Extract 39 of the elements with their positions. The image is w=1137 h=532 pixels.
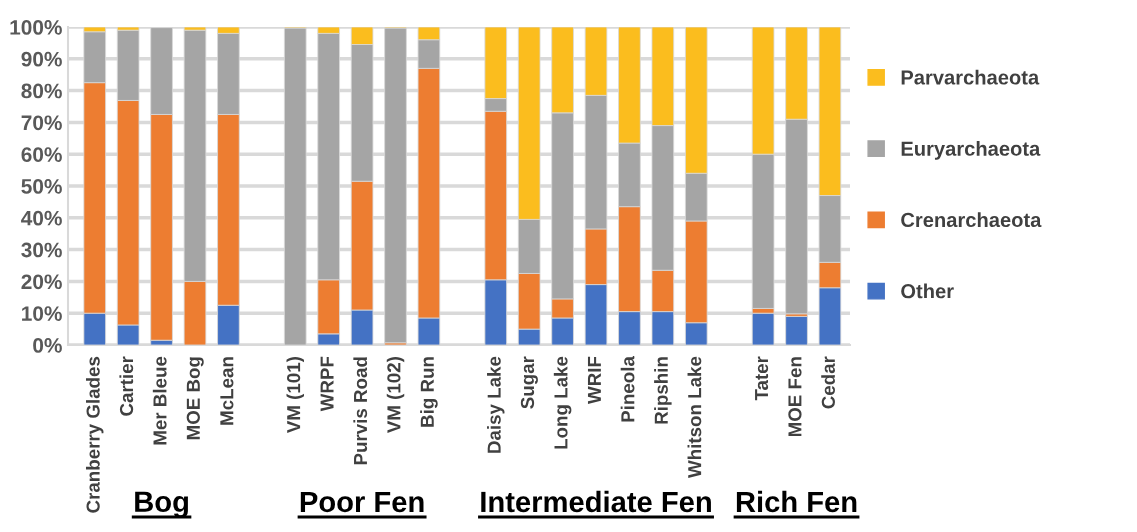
x-tick-label: Mer Bleue (152, 356, 167, 445)
text: Poor Fen (300, 491, 424, 513)
x-tick-label: Tater (755, 356, 769, 401)
y-tick-label: 100% (10, 20, 62, 35)
text: Intermediate Fen (481, 490, 711, 513)
x-tick-label: Daisy Lake (487, 356, 505, 453)
x-tick-label: Cartier (119, 356, 134, 416)
x-tick-label: Sugar (520, 356, 538, 409)
x-tick-label: VM (101) (286, 357, 304, 434)
y-tick-label: 80% (21, 83, 62, 99)
legend-label: Other (901, 283, 954, 299)
x-tick-label: Cedar (821, 356, 835, 409)
y-tick-label: 20% (21, 274, 62, 290)
x-tick-label: McLean (220, 357, 234, 425)
x-tick-label: MOE Bog (186, 357, 204, 440)
x-tick-label: Cranberry Glades (86, 356, 104, 513)
legend-label: Parvarchaeota (901, 69, 1040, 85)
y-tick-label: 30% (21, 242, 62, 258)
x-tick-label: Purvis Road (353, 357, 368, 465)
x-tick-label: Pineola (620, 355, 635, 422)
x-tick-label: WRIF (587, 356, 601, 404)
x-tick-label: VM (102) (386, 357, 405, 434)
x-tick-label: MOE Fen (788, 357, 802, 437)
y-tick-label: 70% (21, 115, 62, 131)
x-tick-label: Long Lake (553, 356, 572, 449)
legend-label: Crenarchaeota (901, 212, 1042, 228)
x-tick-label: Ripshin (654, 357, 672, 424)
y-tick-label: 90% (21, 51, 62, 67)
y-tick-label: 40% (21, 210, 62, 226)
legend-label: Euryarchaeota (901, 141, 1041, 160)
y-tick-label: 10% (22, 306, 62, 321)
y-tick-label: 50% (21, 179, 62, 194)
x-tick-label: Big Run (420, 357, 438, 427)
y-tick-label: 60% (21, 147, 62, 162)
x-tick-label: Whitson Lake (687, 356, 702, 478)
text: Rich Fen (736, 490, 857, 513)
y-tick-label: 0% (33, 338, 62, 353)
x-tick-label: WRPF (320, 356, 334, 412)
text: Bog (135, 491, 188, 518)
